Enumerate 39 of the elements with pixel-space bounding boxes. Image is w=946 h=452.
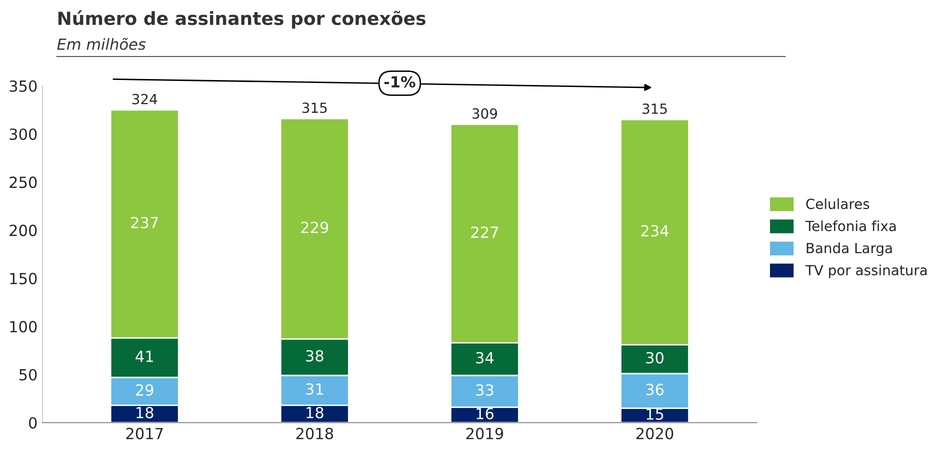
data-label: 234 bbox=[641, 225, 668, 237]
data-label: 18 bbox=[136, 406, 154, 418]
data-label: 237 bbox=[131, 216, 158, 228]
chart-title: Número de assinantes por conexões bbox=[58, 10, 426, 29]
y-tick-label: 0 bbox=[28, 417, 37, 429]
x-tick-label: 2019 bbox=[466, 428, 504, 440]
annotation: -1% bbox=[384, 76, 416, 88]
total-label: 315 bbox=[642, 103, 667, 114]
data-label: 30 bbox=[646, 352, 664, 364]
x-tick-label: 2018 bbox=[296, 428, 334, 440]
y-tick-label: 150 bbox=[10, 272, 37, 284]
legend-label: Banda Larga bbox=[806, 242, 892, 256]
data-label: 16 bbox=[476, 408, 494, 420]
chart-subtitle: Em milhões bbox=[57, 38, 146, 50]
x-tick-label: 2017 bbox=[126, 428, 163, 440]
data-label: 41 bbox=[136, 350, 153, 362]
legend-label: Celulares bbox=[806, 198, 870, 210]
data-label: 15 bbox=[646, 408, 664, 420]
y-tick-label: 350 bbox=[10, 80, 37, 92]
y-tick-label: 100 bbox=[10, 320, 37, 332]
total-label: 309 bbox=[472, 108, 497, 119]
data-label: 38 bbox=[306, 350, 324, 362]
x-tick-label: 2020 bbox=[636, 428, 674, 440]
y-tick-label: 300 bbox=[10, 128, 37, 140]
y-tick-label: 250 bbox=[10, 176, 37, 188]
total-label: 324 bbox=[132, 94, 158, 104]
y-tick-label: 200 bbox=[10, 224, 37, 236]
data-label: 34 bbox=[476, 352, 494, 364]
y-tick-label: 50 bbox=[19, 368, 37, 381]
legend-label: TV por assinatura bbox=[805, 264, 927, 278]
data-label: 33 bbox=[476, 384, 494, 396]
legend-label: Telefonia fixa bbox=[805, 220, 896, 232]
data-label: 31 bbox=[306, 383, 323, 395]
data-label: 227 bbox=[471, 226, 498, 238]
data-label: 36 bbox=[646, 384, 664, 396]
total-label: 315 bbox=[302, 102, 327, 114]
data-label: 29 bbox=[136, 384, 154, 396]
data-label: 229 bbox=[301, 222, 328, 234]
data-label: 18 bbox=[306, 406, 324, 418]
